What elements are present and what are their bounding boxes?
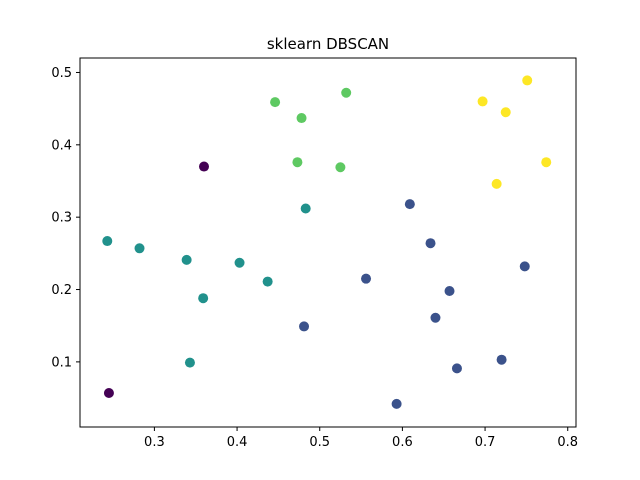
chart-title: sklearn DBSCAN [267, 35, 389, 53]
point-cluster1-7 [300, 203, 311, 214]
point-cluster0-9 [391, 398, 402, 409]
x-axis-ticks: 0.3 0.4 0.5 0.6 0.7 0.8 [144, 427, 578, 450]
y-axis-ticks: 0.1 0.2 0.3 0.4 0.5 [51, 66, 80, 370]
point-cluster1-1 [134, 243, 145, 254]
y-tick-label: 0.2 [51, 283, 72, 298]
point-cluster1-5 [234, 257, 245, 268]
x-tick-label: 0.7 [475, 435, 496, 450]
point-cluster1-0 [102, 236, 113, 247]
point-cluster2-2 [341, 87, 352, 98]
x-tick-label: 0.8 [557, 435, 578, 450]
point-noise-1 [103, 387, 114, 398]
point-cluster1-6 [262, 276, 273, 287]
x-tick-label: 0.3 [144, 435, 165, 450]
point-cluster3-3 [541, 157, 552, 168]
plot-frame [79, 57, 577, 428]
point-cluster0-3 [361, 273, 372, 284]
x-tick-label: 0.6 [392, 435, 413, 450]
point-cluster0-6 [299, 321, 310, 332]
data-points [102, 75, 552, 409]
point-cluster2-0 [270, 97, 281, 108]
point-cluster2-3 [292, 157, 303, 168]
y-tick-label: 0.5 [51, 66, 72, 81]
y-tick-label: 0.1 [51, 355, 72, 370]
point-cluster0-4 [444, 285, 455, 296]
y-tick-label: 0.4 [51, 138, 72, 153]
point-cluster1-2 [181, 254, 192, 265]
point-cluster3-1 [522, 75, 533, 86]
point-cluster0-2 [519, 261, 530, 272]
point-cluster1-3 [198, 293, 209, 304]
point-cluster2-1 [296, 113, 307, 124]
point-cluster0-0 [404, 199, 415, 210]
point-cluster3-2 [500, 107, 511, 118]
point-cluster1-4 [184, 357, 195, 368]
point-cluster3-0 [477, 96, 488, 107]
point-cluster2-4 [335, 162, 346, 173]
point-cluster0-8 [451, 363, 462, 374]
x-tick-label: 0.4 [227, 435, 248, 450]
point-cluster0-7 [496, 354, 507, 365]
point-cluster0-1 [425, 238, 436, 249]
point-cluster0-5 [430, 312, 441, 323]
point-noise-0 [199, 161, 209, 172]
x-tick-label: 0.5 [309, 435, 330, 450]
y-tick-label: 0.3 [51, 211, 72, 226]
point-cluster3-4 [491, 178, 502, 189]
